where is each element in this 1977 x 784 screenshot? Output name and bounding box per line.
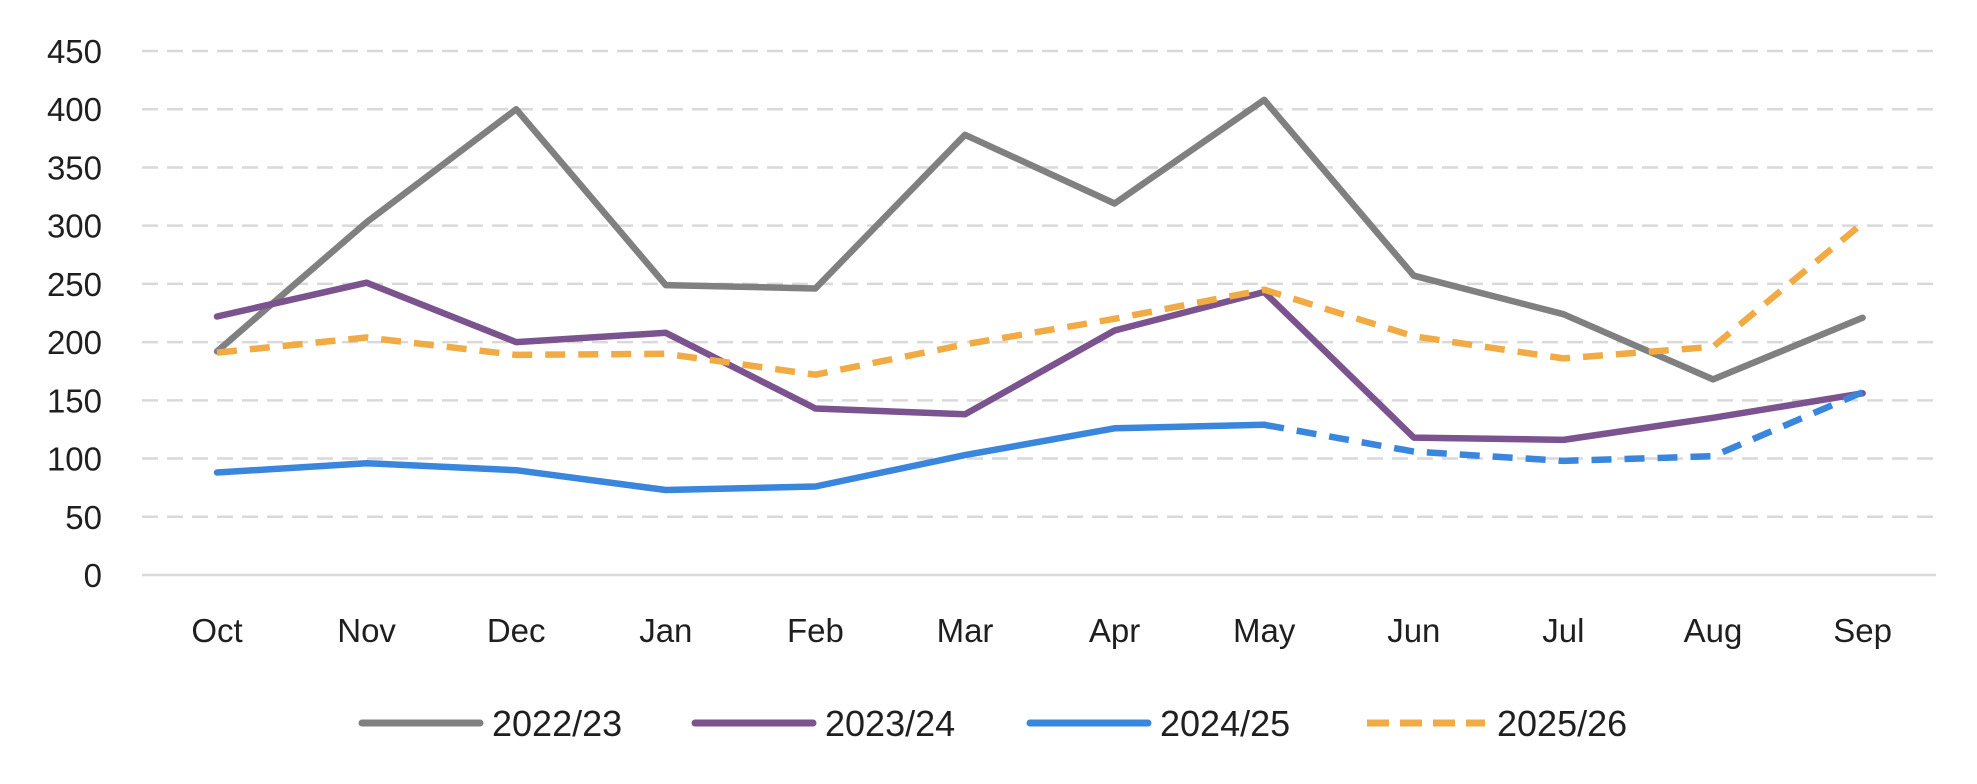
x-tick-label: Feb — [787, 612, 844, 649]
legend-label: 2024/25 — [1160, 703, 1290, 744]
y-tick-label: 250 — [47, 266, 102, 303]
x-tick-label: Mar — [937, 612, 994, 649]
y-axis: 0 50 100 150 200 250 300 350 400 450 — [47, 33, 102, 594]
series-line-2025/26 — [216, 220, 1865, 378]
legend-label: 2022/23 — [492, 703, 622, 744]
gridlines — [142, 49, 1936, 577]
x-tick-label: Nov — [337, 612, 396, 649]
legend: 2022/23 2023/24 2024/25 2025/26 — [358, 703, 1627, 744]
y-tick-label: 100 — [47, 441, 102, 478]
y-tick-label: 50 — [65, 499, 102, 536]
x-tick-label: Apr — [1089, 612, 1140, 649]
legend-item-2022/23: 2022/23 — [358, 703, 622, 744]
legend-item-2025/26: 2025/26 — [1367, 703, 1627, 744]
x-tick-label: Jan — [639, 612, 692, 649]
x-tick-label: Aug — [1684, 612, 1743, 649]
series-line-2024/25-actual — [213, 421, 1268, 494]
x-tick-label: Dec — [487, 612, 546, 649]
y-tick-label: 200 — [47, 324, 102, 361]
x-tick-label: Oct — [191, 612, 242, 649]
x-tick-label: May — [1233, 612, 1296, 649]
legend-label: 2025/26 — [1497, 703, 1627, 744]
x-tick-label: Jun — [1387, 612, 1440, 649]
y-tick-label: 150 — [47, 382, 102, 419]
legend-item-2023/24: 2023/24 — [691, 703, 955, 744]
legend-item-2024/25: 2024/25 — [1026, 703, 1290, 744]
x-axis: Oct Nov Dec Jan Feb Mar Apr May Jun Jul Aug Sep — [191, 612, 1892, 649]
y-tick-label: 400 — [47, 91, 102, 128]
series-line-2022/23 — [213, 96, 1866, 383]
y-tick-label: 350 — [47, 149, 102, 186]
series-line-2024/25-forecast — [1263, 389, 1864, 465]
series-line-2023/24 — [213, 279, 1866, 444]
y-tick-label: 300 — [47, 208, 102, 245]
y-tick-label: 450 — [47, 33, 102, 70]
x-tick-label: Sep — [1833, 612, 1892, 649]
x-tick-label: Jul — [1542, 612, 1584, 649]
y-tick-label: 0 — [84, 557, 102, 594]
series-lines — [213, 96, 1866, 494]
legend-label: 2023/24 — [825, 703, 955, 744]
